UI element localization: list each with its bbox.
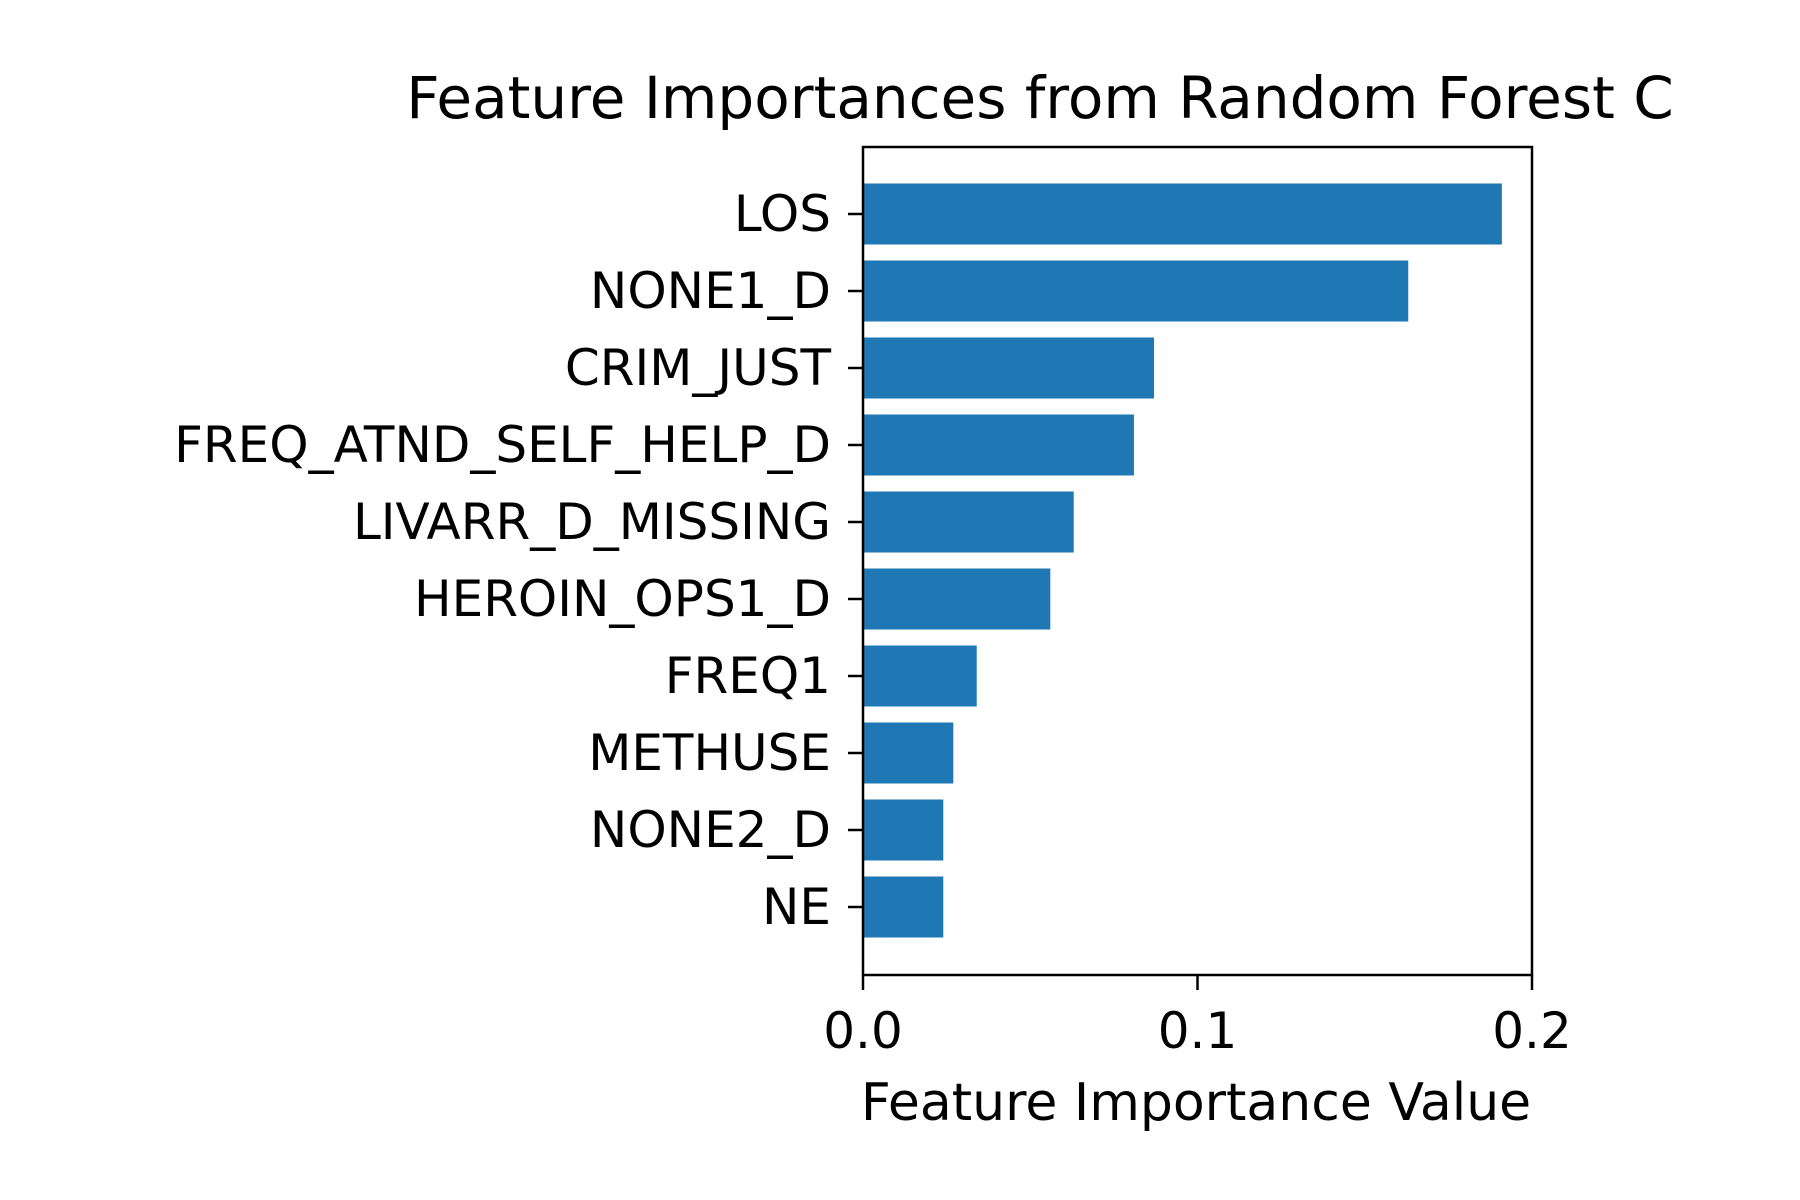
y-tick-label: NONE2_D (590, 801, 831, 859)
bar-heroin-ops1-d (863, 568, 1051, 630)
bar-freq1 (863, 645, 977, 707)
x-axis: 0.0 0.1 0.2 (823, 975, 1572, 1060)
y-axis: LOS NONE1_D CRIM_JUST FREQ_ATND_SELF_HELP_D… (174, 185, 863, 936)
y-tick-label: LIVARR_D_MISSING (353, 493, 831, 551)
y-tick-label: CRIM_JUST (565, 339, 832, 397)
bar-los (863, 183, 1502, 245)
x-tick-label: 0.1 (1158, 1002, 1238, 1060)
x-axis-label: Feature Importance Value (861, 1073, 1531, 1133)
y-tick-label: FREQ_ATND_SELF_HELP_D (174, 416, 831, 474)
bar-none2-d (863, 799, 944, 861)
bar-livarr-d-missing (863, 491, 1074, 553)
chart-title: Feature Importances from Random Forest C (406, 64, 1674, 132)
bar-crim-just (863, 337, 1155, 399)
y-tick-label: NE (762, 878, 831, 936)
bars-group (863, 183, 1502, 938)
plot-frame (861, 145, 1534, 977)
bar-ne (863, 876, 944, 938)
bar-freq-atnd-self-help-d (863, 414, 1134, 476)
bar-methuse (863, 722, 954, 784)
y-tick-label: LOS (734, 185, 831, 243)
y-tick-label: NONE1_D (590, 262, 831, 320)
y-tick-label: METHUSE (588, 724, 831, 782)
x-tick-label: 0.2 (1492, 1002, 1572, 1060)
bar-none1-d (863, 260, 1409, 322)
y-tick-label: HEROIN_OPS1_D (414, 570, 831, 628)
x-tick-label: 0.0 (823, 1002, 903, 1060)
y-tick-label: FREQ1 (665, 647, 831, 705)
